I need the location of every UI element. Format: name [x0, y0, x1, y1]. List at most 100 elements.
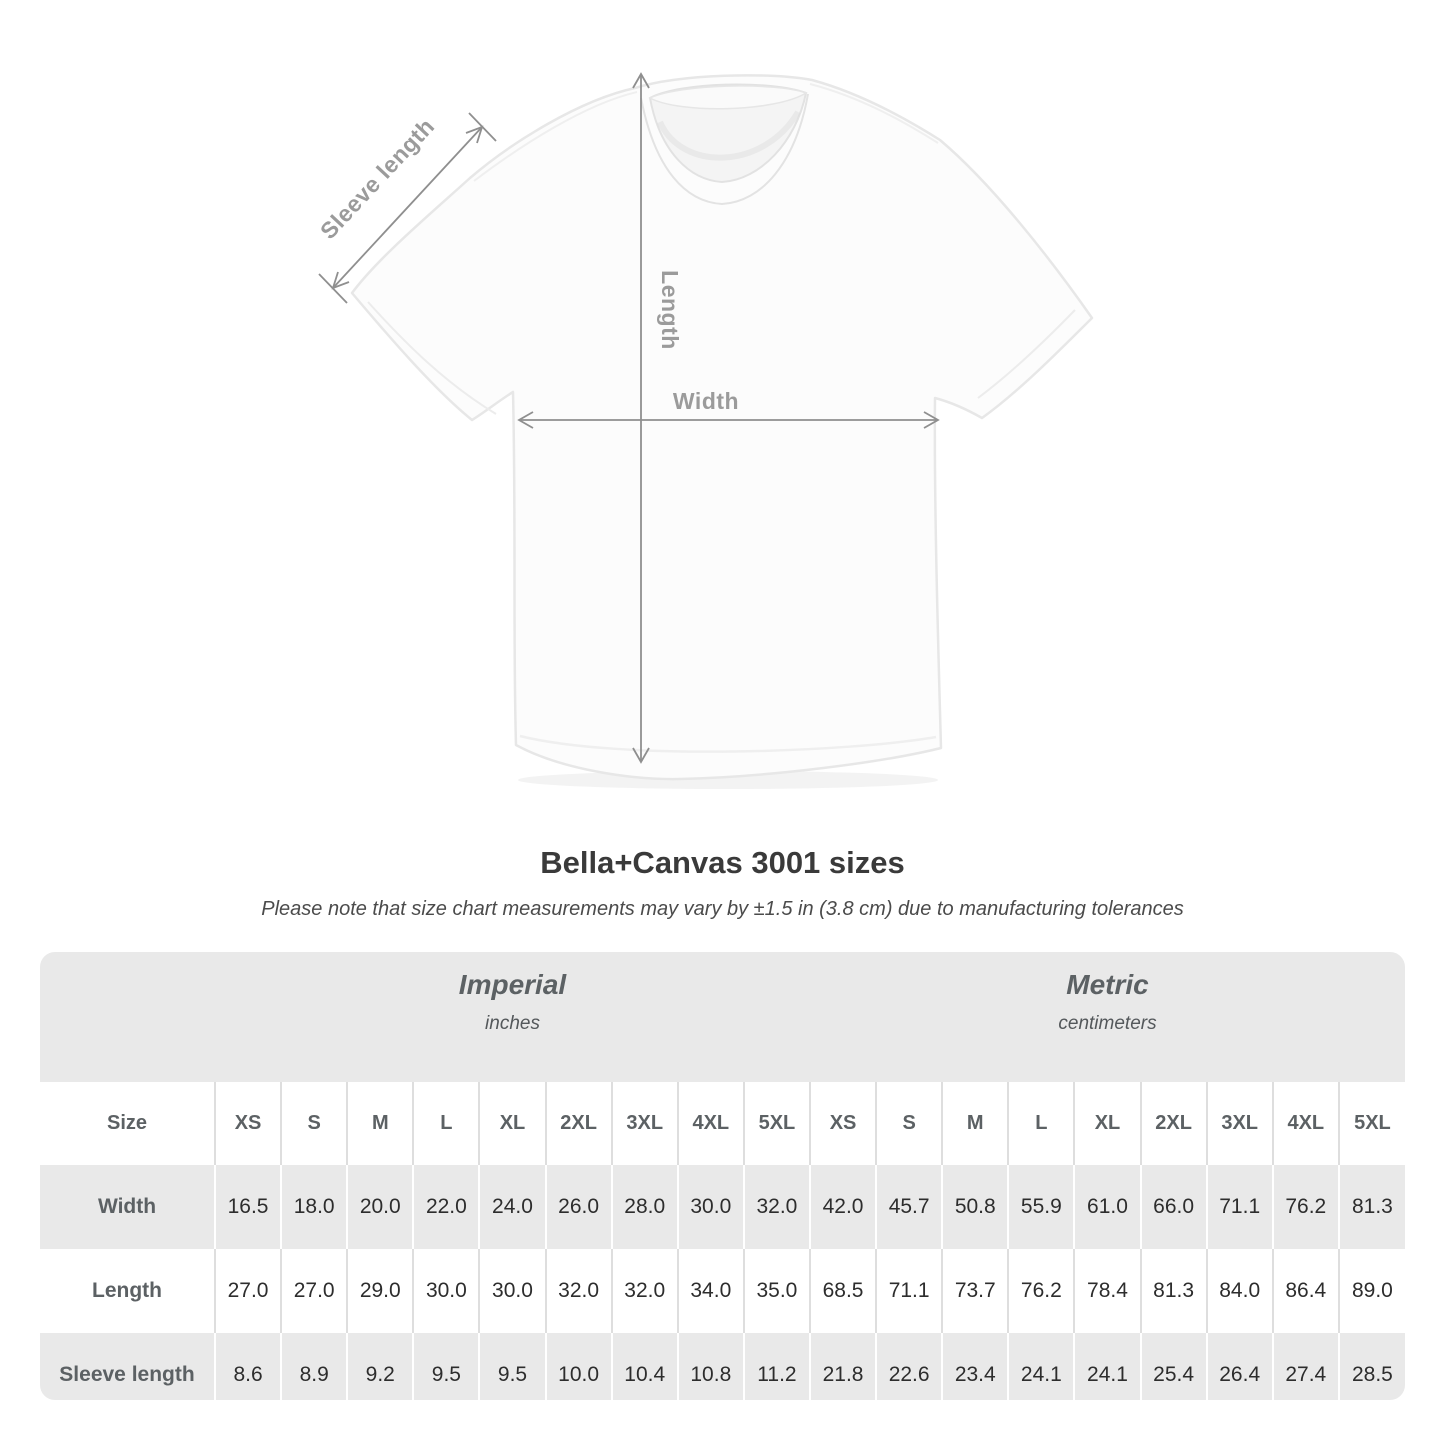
value-cell: 55.9	[1007, 1165, 1075, 1249]
value-cell: 29.0	[346, 1249, 414, 1333]
value-cell: 28.5	[1337, 1333, 1405, 1400]
size-column-header: Size	[40, 1082, 215, 1165]
value-cell: 9.5	[478, 1333, 546, 1400]
value-cell: 78.4	[1073, 1249, 1141, 1333]
value-cell: 11.2	[742, 1333, 810, 1400]
value-cell: 66.0	[1139, 1165, 1207, 1249]
value-cell: 35.0	[742, 1249, 810, 1333]
col-header-imperial: 5XL	[742, 1082, 810, 1165]
value-cell: 73.7	[941, 1249, 1009, 1333]
tshirt-hem-stitch	[519, 734, 937, 753]
value-cell: 21.8	[808, 1333, 877, 1400]
value-cell: 27.0	[280, 1249, 348, 1333]
col-header-metric: 4XL	[1271, 1082, 1339, 1165]
tshirt-measurement-diagram: Sleeve length Length Width	[315, 72, 1094, 789]
value-cell: 34.0	[676, 1249, 744, 1333]
col-header-imperial: 3XL	[610, 1082, 678, 1165]
value-cell: 27.0	[213, 1249, 282, 1333]
sleeve-length-arrow	[318, 112, 497, 304]
value-cell: 24.1	[1073, 1333, 1141, 1400]
tshirt-back-collar	[648, 85, 808, 110]
value-cell: 86.4	[1271, 1249, 1339, 1333]
tshirt-right-cuff-fold	[977, 309, 1076, 399]
size-header-row: Size XS S M L XL 2XL 3XL 4XL 5XL XS S M …	[40, 1082, 1405, 1165]
value-cell: 8.6	[213, 1333, 282, 1400]
value-cell: 45.7	[875, 1165, 943, 1249]
value-cell: 22.6	[875, 1333, 943, 1400]
col-header-metric: M	[941, 1082, 1009, 1165]
value-cell: 22.0	[412, 1165, 480, 1249]
value-cell: 61.0	[1073, 1165, 1141, 1249]
value-cell: 68.5	[808, 1249, 877, 1333]
col-header-metric: 3XL	[1205, 1082, 1273, 1165]
col-header-metric: 2XL	[1139, 1082, 1207, 1165]
value-cell: 81.3	[1139, 1249, 1207, 1333]
metric-group-header: Metric centimeters	[809, 952, 1405, 1082]
value-cell: 24.0	[478, 1165, 546, 1249]
col-header-imperial: XS	[213, 1082, 282, 1165]
value-cell: 24.1	[1007, 1333, 1075, 1400]
value-cell: 9.2	[346, 1333, 414, 1400]
unit-band-row: Imperial inches Metric centimeters	[40, 952, 1405, 1082]
page-title: Bella+Canvas 3001 sizes	[540, 845, 905, 880]
metric-unit: centimeters	[1058, 1013, 1157, 1034]
row-label: Length	[40, 1249, 215, 1333]
tshirt-neck-opening	[648, 83, 808, 184]
value-cell: 32.0	[544, 1249, 612, 1333]
imperial-group-header: Imperial inches	[215, 952, 810, 1082]
row-label: Width	[40, 1165, 215, 1249]
value-cell: 18.0	[280, 1165, 348, 1249]
tshirt-neck-shadow	[657, 110, 801, 161]
value-cell: 10.0	[544, 1333, 612, 1400]
col-header-metric: XS	[808, 1082, 877, 1165]
value-cell: 10.8	[676, 1333, 744, 1400]
imperial-label: Imperial	[458, 969, 567, 1000]
value-cell: 30.0	[412, 1249, 480, 1333]
col-header-imperial: L	[412, 1082, 480, 1165]
tolerance-note: Please note that size chart measurements…	[261, 898, 1184, 920]
length-row: Length 27.0 27.0 29.0 30.0 30.0 32.0 32.…	[40, 1249, 1405, 1333]
value-cell: 32.0	[610, 1249, 678, 1333]
band-corner-cell	[40, 952, 215, 1082]
value-cell: 32.0	[742, 1165, 810, 1249]
value-cell: 27.4	[1271, 1333, 1339, 1400]
width-label: Width	[673, 388, 739, 414]
metric-label: Metric	[1066, 969, 1149, 1000]
col-header-imperial: S	[280, 1082, 348, 1165]
value-cell: 50.8	[941, 1165, 1009, 1249]
value-cell: 8.9	[280, 1333, 348, 1400]
value-cell: 20.0	[346, 1165, 414, 1249]
value-cell: 9.5	[412, 1333, 480, 1400]
col-header-imperial: XL	[478, 1082, 546, 1165]
size-table: Imperial inches Metric centimeters Size …	[40, 952, 1405, 1400]
value-cell: 71.1	[875, 1249, 943, 1333]
value-cell: 23.4	[941, 1333, 1009, 1400]
length-label: Length	[657, 270, 683, 350]
imperial-unit: inches	[485, 1013, 540, 1034]
value-cell: 81.3	[1337, 1165, 1405, 1249]
width-arrow	[517, 411, 940, 429]
tshirt-right-shoulder-seam	[809, 83, 939, 144]
sleeve-length-row: Sleeve length 8.6 8.9 9.2 9.5 9.5 10.0 1…	[40, 1333, 1405, 1400]
value-cell: 26.4	[1205, 1333, 1273, 1400]
col-header-imperial: 4XL	[676, 1082, 744, 1165]
value-cell: 26.0	[544, 1165, 612, 1249]
length-arrow	[632, 72, 650, 764]
col-header-metric: L	[1007, 1082, 1075, 1165]
col-header-metric: XL	[1073, 1082, 1141, 1165]
value-cell: 25.4	[1139, 1333, 1207, 1400]
tshirt-left-cuff-fold	[367, 301, 497, 415]
col-header-metric: 5XL	[1337, 1082, 1405, 1165]
value-cell: 30.0	[478, 1249, 546, 1333]
tshirt-collar-seam	[640, 93, 809, 206]
value-cell: 76.2	[1007, 1249, 1075, 1333]
value-cell: 16.5	[213, 1165, 282, 1249]
value-cell: 30.0	[676, 1165, 744, 1249]
width-row: Width 16.5 18.0 20.0 22.0 24.0 26.0 28.0…	[40, 1165, 1405, 1249]
tshirt-body	[350, 74, 1094, 781]
col-header-imperial: M	[346, 1082, 414, 1165]
value-cell: 89.0	[1337, 1249, 1405, 1333]
tshirt-left-shoulder-seam	[473, 91, 638, 182]
col-header-imperial: 2XL	[544, 1082, 612, 1165]
